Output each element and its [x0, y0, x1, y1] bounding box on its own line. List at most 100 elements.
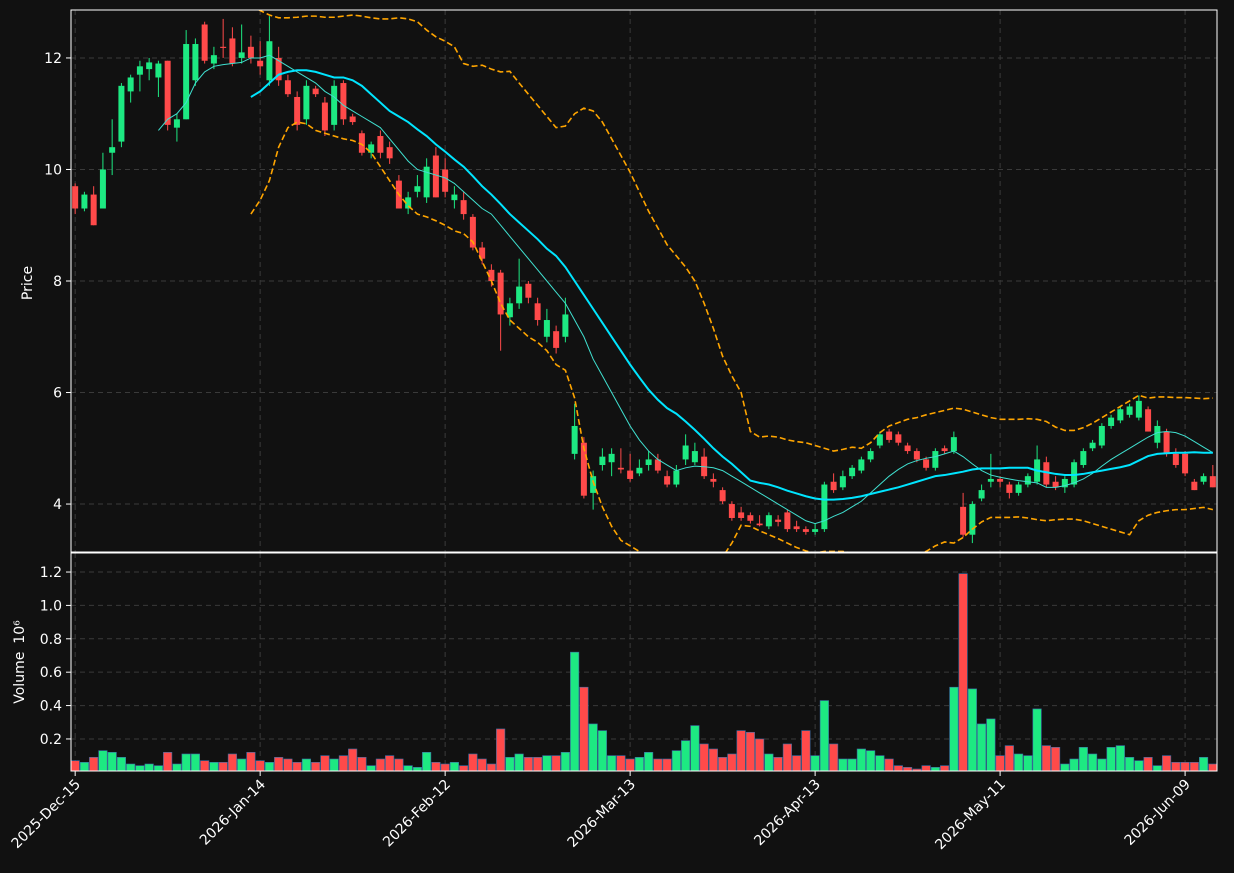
volume-bar	[903, 767, 913, 771]
candle-body	[913, 451, 920, 460]
candle-body	[201, 24, 208, 61]
overlay-line	[250, 69, 1213, 501]
candle-body	[1117, 409, 1124, 421]
candle-body	[608, 453, 615, 463]
candle-body	[451, 194, 458, 201]
candle-body	[525, 283, 532, 298]
volume-bar	[533, 757, 543, 771]
volume-bar	[496, 728, 506, 771]
volume-bars	[71, 573, 1217, 771]
candle-body	[312, 88, 319, 95]
volume-bar	[801, 730, 811, 771]
candle-body	[229, 38, 236, 64]
candle-body	[266, 41, 273, 81]
volume-bar	[977, 723, 987, 771]
candle-body	[747, 515, 754, 521]
volume-bar	[190, 753, 200, 771]
volume-bar	[1115, 745, 1125, 771]
volume-bar	[634, 757, 644, 771]
volume-bar	[542, 755, 552, 771]
overlay-line	[158, 54, 1214, 525]
candle-body	[1126, 406, 1133, 415]
y-tick-label: 1.0	[40, 598, 62, 614]
volume-bar	[958, 573, 968, 771]
candle-body	[1080, 451, 1087, 466]
candle-body	[1043, 462, 1050, 485]
candle-body	[1182, 453, 1189, 474]
candle-body	[442, 169, 449, 192]
volume-bar	[625, 758, 635, 771]
candle-body	[90, 194, 97, 226]
volume-bar	[385, 755, 395, 771]
candle-body	[617, 467, 624, 470]
candle-body	[118, 85, 125, 142]
candle-body	[950, 437, 957, 452]
volume-bar	[449, 762, 459, 771]
volume-bar	[930, 767, 940, 771]
candle-body	[812, 529, 819, 532]
volume-bar	[838, 758, 848, 771]
candle-body	[340, 83, 347, 120]
volume-bar	[884, 758, 894, 771]
candle-body	[830, 481, 837, 491]
candle-body	[136, 66, 143, 75]
volume-bar	[551, 755, 561, 771]
y-tick-label: 10	[44, 162, 62, 178]
candle-body	[414, 186, 421, 192]
volume-bar	[764, 753, 774, 771]
volume-bar	[135, 765, 145, 771]
plot-frame	[70, 9, 1218, 553]
volume-bar	[949, 686, 959, 771]
volume-bar	[320, 755, 330, 771]
volume-bar	[116, 757, 126, 771]
candle-body	[1209, 476, 1216, 488]
volume-bar	[995, 755, 1005, 771]
volume-bar	[607, 755, 617, 771]
candle-body	[331, 85, 338, 125]
volume-bar	[773, 757, 783, 771]
candle-body	[941, 448, 948, 452]
volume-bar	[912, 768, 922, 771]
volume-bar	[856, 748, 866, 771]
volume-bar	[616, 755, 626, 771]
volume-bar	[440, 763, 450, 771]
candle-body	[590, 476, 597, 493]
volume-bar	[588, 723, 598, 771]
candle-body	[1006, 484, 1013, 493]
candle-body	[488, 269, 495, 281]
volume-bar	[412, 767, 422, 771]
candle-body	[405, 197, 412, 209]
volume-bar	[246, 752, 256, 771]
candle-body	[719, 490, 726, 502]
volume-bar	[875, 755, 885, 771]
volume-bar	[1088, 753, 1098, 771]
candle-body	[543, 320, 550, 337]
candle-body	[534, 303, 541, 321]
candle-body	[349, 116, 356, 123]
candle-body	[284, 80, 291, 95]
candle-body	[562, 314, 569, 337]
volume-bar	[1078, 746, 1088, 771]
candle-body	[1024, 476, 1031, 485]
volume-bar	[986, 718, 996, 771]
candle-body	[1098, 425, 1105, 446]
candle-body	[728, 504, 735, 518]
candle-body	[72, 186, 79, 209]
candle-body	[793, 526, 800, 530]
volume-bar	[1134, 760, 1144, 771]
candle-body	[220, 46, 227, 48]
volume-bar	[1162, 755, 1172, 771]
candle-body	[173, 119, 180, 128]
candle-body	[358, 133, 365, 153]
candle-body	[654, 459, 661, 471]
candle-body	[1015, 484, 1022, 493]
candle-body	[765, 515, 772, 527]
volume-bar	[866, 750, 876, 771]
volume-bar	[264, 762, 274, 771]
volume-bar	[1014, 753, 1024, 771]
candle-body	[839, 476, 846, 488]
candle-body	[738, 512, 745, 518]
